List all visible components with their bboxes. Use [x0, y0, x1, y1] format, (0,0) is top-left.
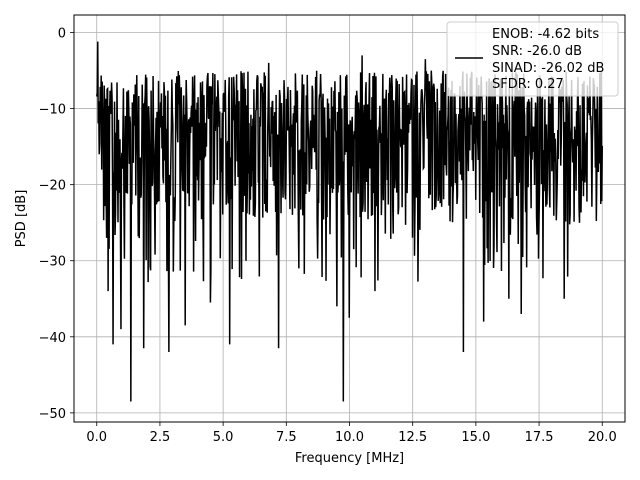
legend-entry-snr: SNR: -26.0 dB [492, 44, 582, 59]
y-axis-label: PSD [dB] [14, 190, 29, 248]
y-tick-label: −30 [39, 255, 66, 270]
y-tick-label: 0 [58, 26, 66, 41]
ticks: 0.0 2.5 5.0 7.5 10.0 12.5 15.0 17.5 20.0 0 −10 −20 −… [39, 26, 617, 445]
x-tick-label: 10.0 [335, 430, 364, 445]
x-tick-label: 7.5 [276, 430, 297, 445]
x-tick-label: 20.0 [588, 430, 617, 445]
legend-entry-sinad: SINAD: -26.02 dB [492, 61, 604, 76]
legend-entry-sfdr: SFDR: 0.27 [492, 77, 564, 92]
x-tick-label: 2.5 [150, 430, 171, 445]
legend-entry-enob: ENOB: -4.62 bits [492, 27, 599, 42]
x-axis-label: Frequency [MHz] [295, 451, 404, 466]
y-tick-label: −40 [39, 331, 66, 346]
y-tick-label: −10 [39, 103, 66, 118]
x-tick-label: 5.0 [213, 430, 234, 445]
x-tick-label: 0.0 [86, 430, 107, 445]
y-tick-label: −20 [39, 179, 66, 194]
x-tick-label: 17.5 [525, 430, 554, 445]
legend: ENOB: -4.62 bits SNR: -26.0 dB SINAD: -2… [446, 21, 619, 97]
series-layer [96, 41, 603, 402]
x-tick-label: 12.5 [398, 430, 427, 445]
legend-box [446, 21, 619, 97]
x-tick-label: 15.0 [461, 430, 490, 445]
psd-series-line [96, 41, 603, 402]
y-tick-label: −50 [39, 407, 66, 422]
